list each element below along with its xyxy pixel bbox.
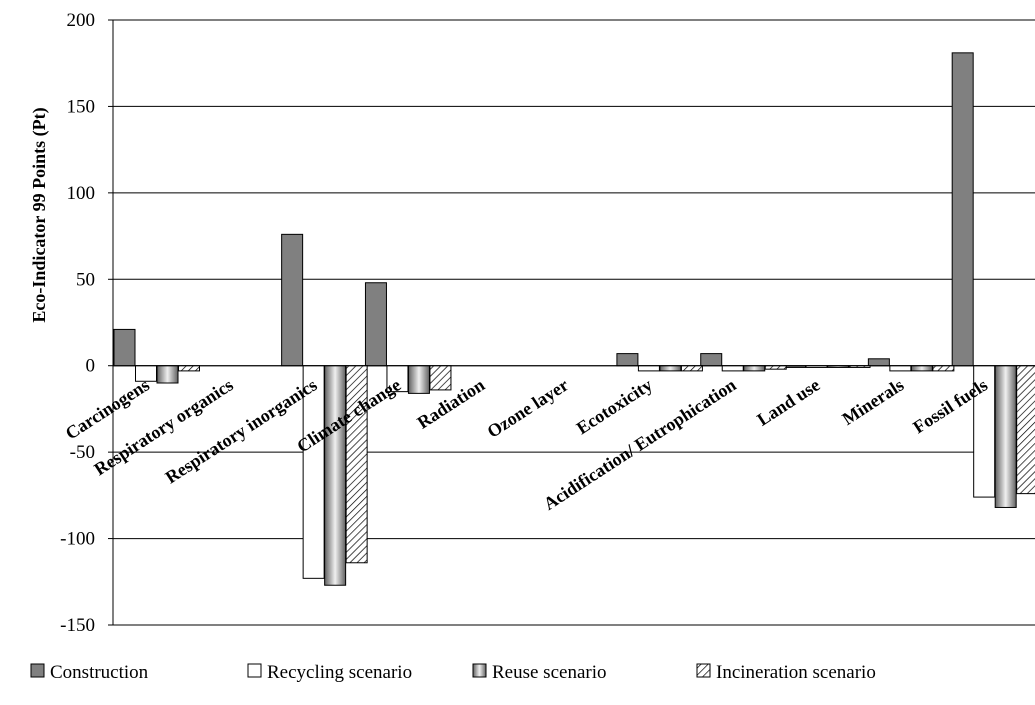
category-label: Respiratory organics bbox=[90, 375, 236, 480]
bar-incineration-scenario bbox=[680, 365, 703, 372]
legend-label: Reuse scenario bbox=[492, 662, 606, 683]
bar-reuse-scenario bbox=[324, 365, 347, 586]
category-label: Ozone layer bbox=[484, 375, 572, 442]
category-label: Ecotoxicity bbox=[573, 375, 656, 439]
bar-incineration-scenario bbox=[178, 365, 200, 372]
bar-construction bbox=[951, 52, 974, 367]
bar-incineration-scenario bbox=[764, 365, 787, 370]
bar-recycling-scenario bbox=[637, 365, 660, 372]
bar-construction bbox=[113, 328, 136, 367]
y-tick-label: -50 bbox=[70, 442, 95, 463]
legend-swatch bbox=[30, 663, 45, 678]
bar-construction bbox=[700, 353, 723, 367]
legend-swatch bbox=[472, 663, 487, 678]
bar-recycling-scenario bbox=[889, 365, 912, 372]
bar-construction bbox=[867, 358, 890, 367]
y-tick-label: -100 bbox=[60, 529, 95, 550]
gridlines bbox=[113, 19, 1035, 626]
legend-label: Recycling scenario bbox=[267, 662, 412, 683]
bar-reuse-scenario bbox=[743, 365, 766, 372]
bar-reuse-scenario bbox=[407, 365, 430, 394]
category-label: Respiratory inorganics bbox=[162, 375, 321, 488]
y-tick-label: 150 bbox=[67, 96, 96, 117]
bar-reuse-scenario bbox=[910, 365, 933, 372]
bar-incineration-scenario bbox=[932, 365, 955, 372]
y-axis-ticks: 200 150 100 50 0 -50 -100 -150 bbox=[60, 10, 113, 636]
bar-reuse-scenario bbox=[994, 365, 1017, 508]
y-tick-label: 100 bbox=[67, 183, 96, 204]
bar-incineration-scenario bbox=[1016, 365, 1035, 495]
bar-construction bbox=[616, 353, 639, 367]
bar-reuse-scenario bbox=[659, 365, 682, 372]
bar-reuse-scenario bbox=[156, 365, 179, 384]
legend-label: Construction bbox=[50, 662, 149, 683]
y-tick-label: -150 bbox=[60, 615, 95, 636]
category-label: Minerals bbox=[838, 375, 907, 429]
bars bbox=[113, 52, 1035, 586]
bar-incineration-scenario bbox=[429, 365, 452, 391]
bar-construction bbox=[281, 233, 304, 367]
y-tick-label: 50 bbox=[76, 269, 95, 290]
bar-construction bbox=[364, 282, 387, 367]
legend-swatch bbox=[247, 663, 262, 678]
legend-label: Incineration scenario bbox=[716, 662, 876, 683]
category-label: Land use bbox=[753, 375, 823, 430]
y-axis-label: Eco-Indicator 99 Points (Pt) bbox=[29, 107, 50, 322]
y-tick-label: 200 bbox=[67, 10, 96, 31]
bar-recycling-scenario bbox=[721, 365, 744, 372]
axes bbox=[112, 20, 1035, 625]
y-tick-label: 0 bbox=[86, 356, 96, 377]
legend: Construction Recycling scenario Reuse scen… bbox=[30, 662, 876, 683]
legend-swatch bbox=[696, 663, 711, 678]
